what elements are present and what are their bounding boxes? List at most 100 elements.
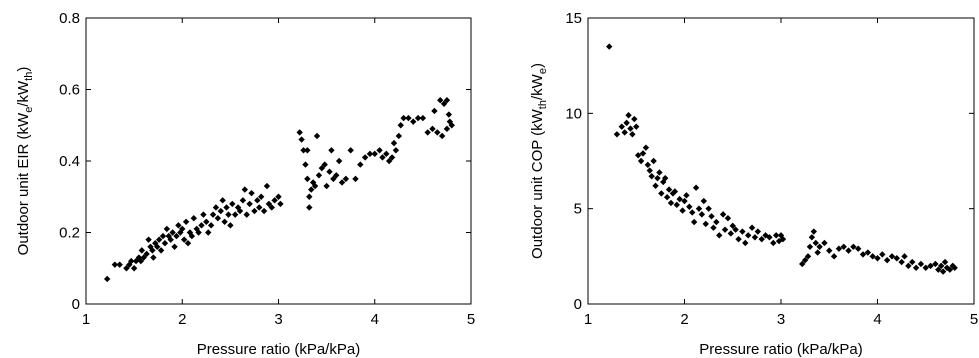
cop-x-tick-label: 1 — [584, 311, 592, 328]
eir-data-point — [338, 179, 346, 186]
eir-data-point — [311, 182, 319, 190]
eir-data-point — [376, 147, 383, 154]
eir-data-point — [171, 243, 178, 250]
eir-y-tick-label: 0 — [72, 296, 80, 313]
cop-data-point — [935, 266, 942, 273]
eir-x-axis: 1 2 3 4 5 — [82, 18, 475, 328]
eir-data-point — [173, 232, 180, 240]
eir-data-point — [296, 129, 303, 136]
eir-data-point — [268, 204, 275, 211]
cop-data-point — [642, 144, 650, 151]
cop-data-point — [658, 190, 665, 197]
eir-data-point — [321, 161, 328, 168]
eir-data-point — [231, 211, 239, 218]
cop-x-axis-label: Pressure ratio (kPa/kPa) — [699, 341, 862, 358]
cop-data-point — [845, 247, 852, 254]
eir-data-point — [214, 215, 222, 222]
eir-data-point — [221, 218, 228, 225]
cop-data-point — [739, 228, 746, 235]
eir-data-point — [405, 114, 412, 122]
eir-y-tick-label: 0.8 — [59, 10, 80, 27]
eir-data-point — [304, 147, 311, 154]
cop-data-point — [808, 234, 816, 241]
eir-data-point — [200, 211, 207, 218]
eir-data-point — [318, 164, 326, 172]
cop-data-point — [669, 190, 677, 197]
cop-data-point — [758, 235, 765, 243]
eir-data-point — [195, 229, 202, 236]
eir-data-point — [248, 189, 255, 197]
cop-data-point — [748, 224, 756, 231]
eir-data-point — [434, 129, 441, 136]
cop-data-point — [893, 255, 900, 262]
eir-data-point — [207, 222, 215, 229]
cop-data-point — [937, 262, 945, 270]
eir-data-point — [143, 250, 150, 258]
cop-data-point — [941, 258, 949, 266]
eir-data-point — [161, 240, 169, 247]
eir-x-tick-label: 3 — [274, 311, 282, 328]
eir-data-point — [438, 132, 446, 140]
cop-data-point — [762, 232, 769, 239]
cop-y-axis: 0 5 10 15 — [565, 10, 974, 313]
cop-data-point — [665, 186, 673, 193]
eir-data-point — [302, 161, 309, 168]
cop-data-point — [705, 205, 712, 212]
eir-data-point — [190, 215, 197, 222]
eir-y-tick-label: 0.2 — [59, 225, 80, 242]
cop-data-point — [732, 226, 739, 233]
eir-data-point — [308, 186, 315, 193]
eir-data-point — [159, 232, 167, 240]
cop-data-point — [806, 243, 814, 250]
eir-data-point — [313, 132, 321, 140]
eir-data-point — [163, 225, 171, 233]
cop-data-point — [662, 174, 669, 182]
cop-data-point — [830, 253, 838, 260]
eir-data-point — [315, 172, 323, 179]
cop-data-point — [713, 218, 720, 226]
cop-data-point — [663, 194, 671, 201]
cop-data-point — [939, 268, 947, 275]
cop-data-point — [679, 207, 686, 214]
eir-data-point — [388, 154, 396, 161]
cop-data-point — [814, 249, 821, 256]
eir-x-tick-label: 2 — [178, 311, 186, 328]
cop-data-point — [772, 232, 780, 239]
eir-data-point — [111, 261, 119, 268]
eir-data-point — [347, 147, 354, 154]
cop-data-point — [656, 169, 663, 176]
cop-data-point — [821, 239, 828, 247]
eir-data-point — [326, 168, 333, 175]
cop-data-point — [766, 234, 773, 241]
cop-data-point — [744, 232, 752, 239]
eir-data-point — [241, 186, 249, 193]
cop-data-point — [816, 243, 823, 250]
cop-data-point — [618, 123, 625, 130]
cop-data-point — [742, 239, 749, 247]
cop-data-point — [650, 157, 657, 165]
cop-data-point — [690, 218, 698, 226]
eir-data-point — [132, 257, 140, 265]
cop-data-point — [932, 260, 939, 268]
eir-data-point — [103, 275, 111, 283]
eir-data-point — [128, 257, 135, 265]
cop-y-axis-label: Outdoor unit COP (kWth/kWe) — [529, 63, 549, 259]
cop-data-point — [613, 131, 621, 138]
eir-data-point — [137, 257, 145, 265]
cop-data-point — [683, 192, 690, 199]
cop-data-point — [943, 264, 951, 271]
cop-data-point — [901, 253, 908, 260]
eir-data-point — [271, 197, 278, 204]
cop-data-point — [681, 197, 688, 205]
eir-data-point — [254, 197, 261, 204]
eir-y-tick-label: 0.6 — [59, 82, 80, 99]
cop-data-point — [727, 230, 735, 237]
cop-data-point — [729, 222, 736, 230]
cop-data-point — [634, 152, 642, 159]
cop-data-point — [946, 266, 954, 273]
eir-data-point — [342, 175, 350, 183]
eir-data-point — [223, 204, 230, 211]
cop-data-point — [799, 260, 806, 268]
cop-data-point — [631, 115, 638, 123]
eir-x-tick-label: 5 — [467, 311, 475, 328]
